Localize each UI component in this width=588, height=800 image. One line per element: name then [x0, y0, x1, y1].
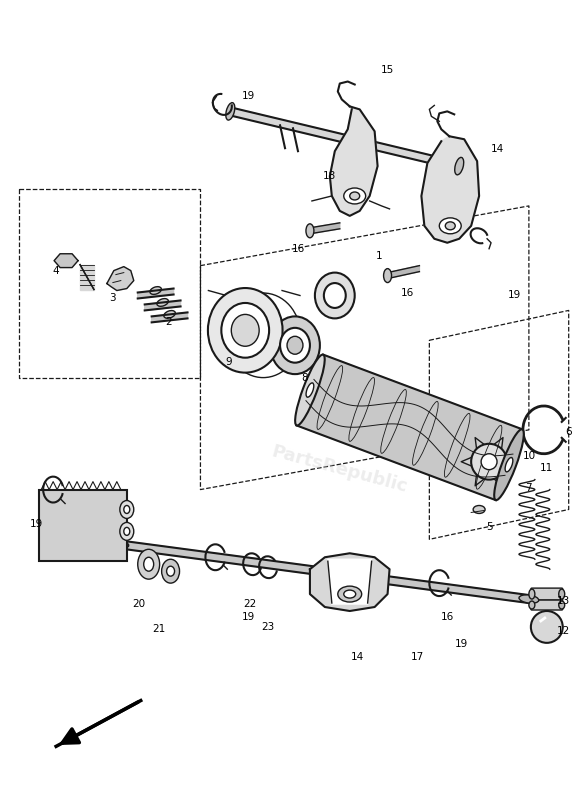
Text: 9: 9	[225, 357, 232, 367]
Text: 16: 16	[401, 287, 414, 298]
Polygon shape	[489, 438, 503, 462]
Text: 2: 2	[165, 318, 172, 327]
Ellipse shape	[350, 192, 360, 200]
Ellipse shape	[494, 429, 524, 500]
Ellipse shape	[162, 559, 179, 583]
Polygon shape	[328, 559, 372, 604]
Ellipse shape	[226, 102, 235, 120]
Text: 14: 14	[351, 652, 365, 662]
Ellipse shape	[383, 269, 392, 282]
Polygon shape	[229, 107, 460, 170]
Polygon shape	[475, 462, 489, 486]
Ellipse shape	[150, 286, 161, 294]
Ellipse shape	[324, 283, 346, 308]
Ellipse shape	[473, 506, 485, 514]
Polygon shape	[152, 313, 188, 322]
Text: 19: 19	[29, 519, 43, 530]
Text: 8: 8	[302, 373, 308, 383]
Polygon shape	[461, 458, 489, 466]
Ellipse shape	[164, 310, 175, 318]
Polygon shape	[489, 458, 517, 466]
Circle shape	[531, 611, 563, 643]
Circle shape	[471, 444, 507, 480]
Text: 10: 10	[522, 450, 536, 461]
Ellipse shape	[208, 288, 283, 373]
FancyBboxPatch shape	[531, 600, 563, 610]
Ellipse shape	[306, 383, 314, 398]
Ellipse shape	[287, 336, 303, 354]
Ellipse shape	[120, 522, 133, 540]
FancyBboxPatch shape	[531, 588, 563, 600]
Polygon shape	[80, 265, 94, 290]
Text: 13: 13	[557, 596, 570, 606]
FancyBboxPatch shape	[39, 490, 127, 562]
Ellipse shape	[306, 224, 314, 238]
Ellipse shape	[231, 314, 259, 346]
Ellipse shape	[505, 458, 513, 472]
Ellipse shape	[109, 540, 129, 549]
Polygon shape	[107, 266, 133, 290]
Circle shape	[481, 454, 497, 470]
Text: 5: 5	[486, 522, 492, 532]
Ellipse shape	[221, 303, 269, 358]
Text: 1: 1	[376, 250, 383, 261]
Polygon shape	[330, 106, 377, 216]
Ellipse shape	[166, 566, 175, 576]
Text: 17: 17	[411, 652, 424, 662]
Ellipse shape	[280, 328, 310, 362]
Text: 12: 12	[557, 626, 570, 636]
Polygon shape	[310, 223, 340, 234]
Polygon shape	[118, 540, 529, 603]
Ellipse shape	[124, 527, 130, 535]
Ellipse shape	[338, 586, 362, 602]
Text: PartsRepublic: PartsRepublic	[270, 443, 410, 497]
Text: 11: 11	[540, 462, 553, 473]
Polygon shape	[475, 438, 489, 462]
Polygon shape	[138, 289, 173, 298]
Text: 20: 20	[132, 599, 145, 609]
Text: 22: 22	[243, 599, 257, 609]
Polygon shape	[145, 301, 181, 310]
Text: 15: 15	[381, 65, 394, 74]
Ellipse shape	[270, 316, 320, 374]
Text: 3: 3	[109, 294, 116, 303]
Polygon shape	[296, 354, 522, 500]
Ellipse shape	[157, 298, 168, 306]
Polygon shape	[54, 254, 78, 267]
Text: 19: 19	[242, 612, 255, 622]
Text: 16: 16	[292, 244, 305, 254]
Text: 19: 19	[242, 91, 255, 102]
Polygon shape	[489, 462, 503, 486]
Ellipse shape	[559, 589, 564, 599]
Text: 21: 21	[152, 624, 165, 634]
Text: 23: 23	[262, 622, 275, 632]
Text: 16: 16	[440, 612, 454, 622]
Ellipse shape	[519, 595, 539, 603]
Ellipse shape	[124, 506, 130, 514]
Ellipse shape	[445, 222, 455, 230]
Polygon shape	[310, 554, 389, 611]
Ellipse shape	[138, 550, 159, 579]
Text: 19: 19	[507, 290, 520, 301]
Ellipse shape	[559, 601, 564, 609]
Text: 6: 6	[566, 427, 572, 437]
Ellipse shape	[455, 158, 464, 175]
Text: 19: 19	[455, 639, 468, 649]
Ellipse shape	[120, 501, 133, 518]
Polygon shape	[387, 266, 419, 278]
Ellipse shape	[344, 188, 366, 204]
Text: 7: 7	[526, 482, 532, 493]
Text: 14: 14	[490, 144, 504, 154]
Text: 18: 18	[323, 171, 336, 181]
Text: 4: 4	[53, 266, 59, 276]
Ellipse shape	[529, 601, 535, 609]
Ellipse shape	[344, 590, 356, 598]
Ellipse shape	[315, 273, 355, 318]
Ellipse shape	[143, 558, 153, 571]
Ellipse shape	[439, 218, 461, 234]
Ellipse shape	[529, 589, 535, 599]
Polygon shape	[422, 136, 479, 242]
Ellipse shape	[295, 354, 325, 426]
